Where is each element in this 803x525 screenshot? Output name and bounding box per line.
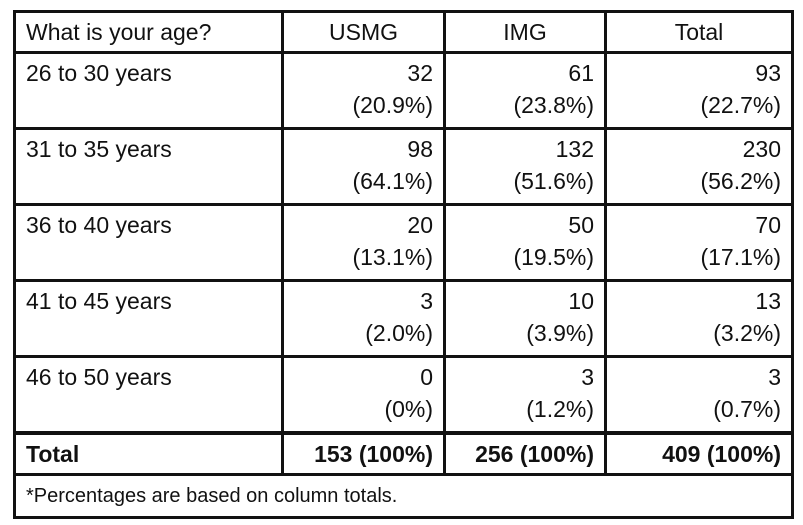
header-row: What is your age? USMG IMG Total: [13, 10, 794, 54]
total-cell: 256 (100%): [443, 431, 607, 476]
data-cell: 13 (3.2%): [604, 279, 794, 358]
data-row: 41 to 45 years 3 (2.0%) 10 (3.9%) 13 (3.2%): [13, 279, 794, 358]
count: 132: [555, 136, 594, 162]
count: 61: [568, 60, 594, 86]
data-cell: 20 (13.1%): [281, 203, 446, 282]
row-label: 36 to 40 years: [13, 203, 284, 282]
percent: (0%): [384, 396, 433, 422]
count: 70: [755, 212, 781, 238]
count: 10: [568, 288, 594, 314]
data-cell: 10 (3.9%): [443, 279, 607, 358]
data-row: 26 to 30 years 32 (20.9%) 61 (23.8%) 93 (22.7%…: [13, 51, 794, 130]
percent: (19.5%): [513, 244, 594, 270]
data-cell: 70 (17.1%): [604, 203, 794, 282]
header-cell: IMG: [443, 10, 607, 54]
percent: (3.2%): [713, 320, 781, 346]
count: 3: [581, 364, 594, 390]
data-row: 36 to 40 years 20 (13.1%) 50 (19.5%) 70 (17.1%…: [13, 203, 794, 282]
row-label: 41 to 45 years: [13, 279, 284, 358]
percent: (2.0%): [365, 320, 433, 346]
footnote: *Percentages are based on column totals.: [13, 473, 794, 519]
footnote-row: *Percentages are based on column totals.: [13, 473, 794, 519]
data-cell: 61 (23.8%): [443, 51, 607, 130]
data-row: 31 to 35 years 98 (64.1%) 132 (51.6%) 230 (56.…: [13, 127, 794, 206]
data-cell: 132 (51.6%): [443, 127, 607, 206]
total-cell: 409 (100%): [604, 431, 794, 476]
count: 0: [420, 364, 433, 390]
percent: (1.2%): [526, 396, 594, 422]
row-label: 26 to 30 years: [13, 51, 284, 130]
data-row: 46 to 50 years 0 (0%) 3 (1.2%) 3 (0.7%): [13, 355, 794, 435]
total-row: Total 153 (100%) 256 (100%) 409 (100%): [13, 431, 794, 476]
count: 230: [742, 136, 781, 162]
total-cell: 153 (100%): [281, 431, 446, 476]
percent: (13.1%): [352, 244, 433, 270]
count: 3: [420, 288, 433, 314]
data-cell: 3 (2.0%): [281, 279, 446, 358]
percent: (17.1%): [700, 244, 781, 270]
table-body: What is your age? USMG IMG Total 26 to 30 ye…: [13, 10, 794, 519]
total-label: Total: [13, 431, 284, 476]
count: 32: [407, 60, 433, 86]
data-cell: 93 (22.7%): [604, 51, 794, 130]
header-cell: USMG: [281, 10, 446, 54]
count: 13: [755, 288, 781, 314]
percent: (56.2%): [700, 168, 781, 194]
count: 3: [768, 364, 781, 390]
count: 93: [755, 60, 781, 86]
percent: (3.9%): [526, 320, 594, 346]
percent: (20.9%): [352, 92, 433, 118]
percent: (0.7%): [713, 396, 781, 422]
count: 98: [407, 136, 433, 162]
percent: (22.7%): [700, 92, 781, 118]
row-label: 31 to 35 years: [13, 127, 284, 206]
data-cell: 0 (0%): [281, 355, 446, 435]
data-cell: 98 (64.1%): [281, 127, 446, 206]
data-cell: 32 (20.9%): [281, 51, 446, 130]
data-cell: 3 (0.7%): [604, 355, 794, 435]
row-label: 46 to 50 years: [13, 355, 284, 435]
percent: (64.1%): [352, 168, 433, 194]
header-cell: Total: [604, 10, 794, 54]
data-cell: 230 (56.2%): [604, 127, 794, 206]
data-cell: 50 (19.5%): [443, 203, 607, 282]
percent: (51.6%): [513, 168, 594, 194]
data-cell: 3 (1.2%): [443, 355, 607, 435]
percent: (23.8%): [513, 92, 594, 118]
count: 50: [568, 212, 594, 238]
age-table: What is your age? USMG IMG Total 26 to 30 ye…: [13, 10, 794, 519]
count: 20: [407, 212, 433, 238]
header-cell: What is your age?: [13, 10, 284, 54]
